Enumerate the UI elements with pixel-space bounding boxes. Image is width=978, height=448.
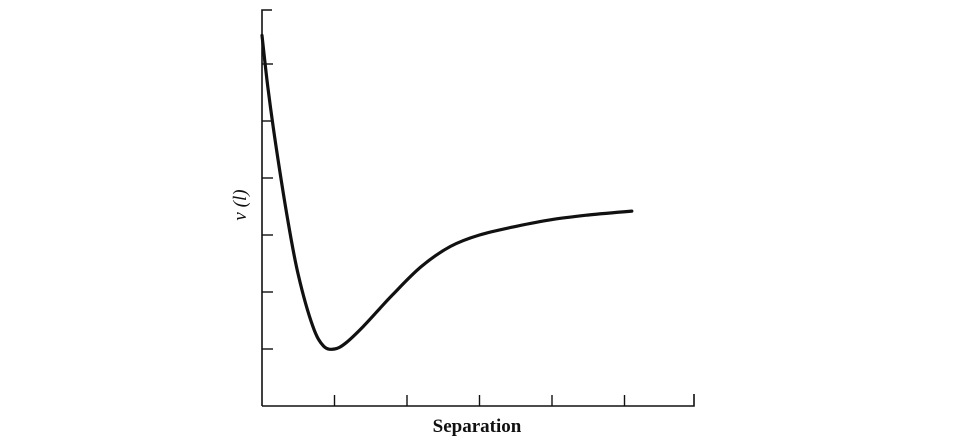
axes: [261, 9, 695, 407]
axis-ticks: [262, 63, 626, 406]
potential-curve: [260, 33, 634, 351]
x-axis-label: Separation: [433, 416, 522, 437]
y-axis: [261, 9, 272, 406]
x-axis: [262, 394, 695, 407]
y-axis-label: v (l): [230, 189, 251, 220]
